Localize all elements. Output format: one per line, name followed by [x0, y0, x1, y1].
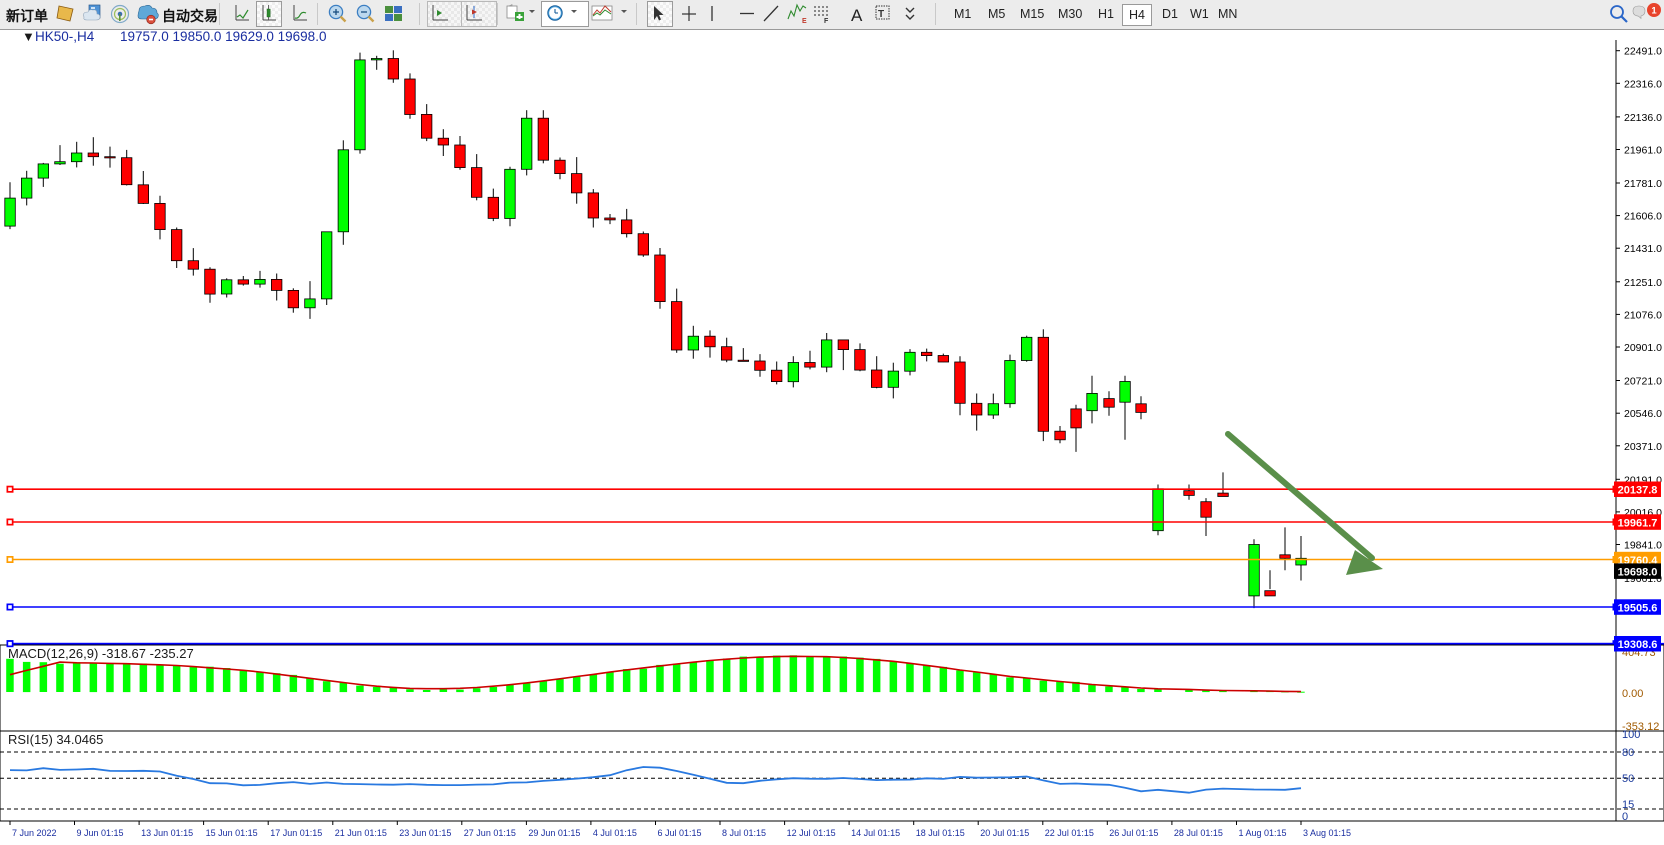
svg-text:20371.0: 20371.0 — [1624, 441, 1662, 453]
svg-text:T: T — [878, 9, 884, 20]
svg-text:19698.0: 19698.0 — [1618, 567, 1658, 579]
svg-text:RSI(15) 34.0465: RSI(15) 34.0465 — [8, 732, 103, 747]
svg-text:19841.0: 19841.0 — [1624, 540, 1662, 552]
svg-text:1: 1 — [1651, 6, 1657, 17]
svg-text:7 Jun 2022: 7 Jun 2022 — [12, 828, 57, 838]
svg-text:HK50-,H4: HK50-,H4 — [35, 29, 95, 44]
svg-text:22316.0: 22316.0 — [1624, 78, 1662, 90]
svg-text:19757.0 19850.0 19629.0 19698.: 19757.0 19850.0 19629.0 19698.0 — [120, 29, 326, 44]
svg-text:14 Jul 01:15: 14 Jul 01:15 — [851, 828, 900, 838]
svg-text:23 Jun 01:15: 23 Jun 01:15 — [399, 828, 451, 838]
svg-text:13 Jun 01:15: 13 Jun 01:15 — [141, 828, 193, 838]
svg-text:0: 0 — [1622, 811, 1628, 823]
svg-text:15: 15 — [1622, 799, 1634, 811]
svg-text:1 Aug 01:15: 1 Aug 01:15 — [1239, 828, 1287, 838]
svg-text:20 Jul 01:15: 20 Jul 01:15 — [980, 828, 1029, 838]
svg-text:21431.0: 21431.0 — [1624, 243, 1662, 255]
svg-text:22136.0: 22136.0 — [1624, 112, 1662, 124]
svg-text:0.00: 0.00 — [1622, 688, 1643, 700]
svg-text:80: 80 — [1622, 747, 1634, 759]
svg-text:18 Jul 01:15: 18 Jul 01:15 — [916, 828, 965, 838]
svg-text:4 Jul 01:15: 4 Jul 01:15 — [593, 828, 637, 838]
svg-text:50: 50 — [1622, 773, 1634, 785]
svg-text:29 Jun 01:15: 29 Jun 01:15 — [528, 828, 580, 838]
svg-text:6 Jul 01:15: 6 Jul 01:15 — [658, 828, 702, 838]
svg-text:22 Jul 01:15: 22 Jul 01:15 — [1045, 828, 1094, 838]
svg-text:26 Jul 01:15: 26 Jul 01:15 — [1109, 828, 1158, 838]
svg-text:9 Jun 01:15: 9 Jun 01:15 — [77, 828, 124, 838]
svg-text:17 Jun 01:15: 17 Jun 01:15 — [270, 828, 322, 838]
svg-text:27 Jun 01:15: 27 Jun 01:15 — [464, 828, 516, 838]
svg-text:8 Jul 01:15: 8 Jul 01:15 — [722, 828, 766, 838]
svg-text:20901.0: 20901.0 — [1624, 342, 1662, 354]
svg-text:12 Jul 01:15: 12 Jul 01:15 — [787, 828, 836, 838]
svg-text:100: 100 — [1622, 729, 1640, 741]
svg-text:E: E — [802, 18, 807, 25]
svg-text:20137.8: 20137.8 — [1618, 485, 1658, 497]
svg-text:3 Aug 01:15: 3 Aug 01:15 — [1303, 828, 1351, 838]
svg-text:21251.0: 21251.0 — [1624, 277, 1662, 289]
svg-text:21 Jun 01:15: 21 Jun 01:15 — [335, 828, 387, 838]
svg-text:F: F — [824, 18, 829, 25]
svg-text:20546.0: 20546.0 — [1624, 408, 1662, 420]
svg-text:15 Jun 01:15: 15 Jun 01:15 — [206, 828, 258, 838]
svg-text:19308.6: 19308.6 — [1618, 639, 1658, 651]
svg-text:20721.0: 20721.0 — [1624, 376, 1662, 388]
svg-text:21606.0: 21606.0 — [1624, 211, 1662, 223]
svg-text:21961.0: 21961.0 — [1624, 145, 1662, 157]
svg-text:21781.0: 21781.0 — [1624, 178, 1662, 190]
svg-text:22491.0: 22491.0 — [1624, 46, 1662, 58]
svg-text:19505.6: 19505.6 — [1618, 602, 1658, 614]
svg-text:21076.0: 21076.0 — [1624, 309, 1662, 321]
svg-text:▼: ▼ — [22, 29, 35, 44]
svg-text:MACD(12,26,9) -318.67 -235.27: MACD(12,26,9) -318.67 -235.27 — [8, 646, 194, 661]
svg-text:28 Jul 01:15: 28 Jul 01:15 — [1174, 828, 1223, 838]
svg-text:19961.7: 19961.7 — [1618, 517, 1658, 529]
